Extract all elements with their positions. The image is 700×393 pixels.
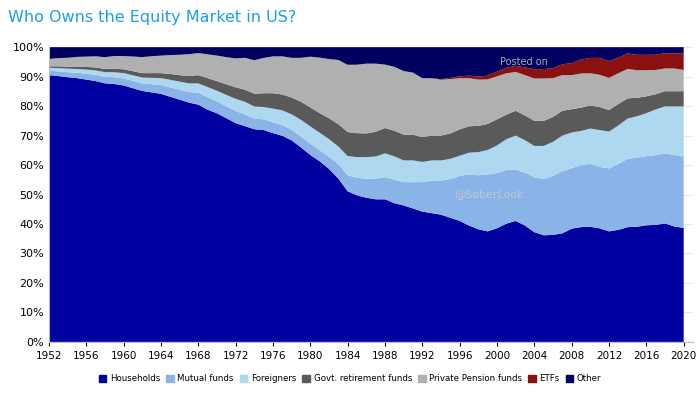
Text: Posted on: Posted on [500, 57, 547, 68]
Text: @SoberLook: @SoberLook [455, 189, 524, 200]
Legend: Households, Mutual funds, Foreigners, Govt. retirement funds, Private Pension fu: Households, Mutual funds, Foreigners, Go… [95, 371, 605, 387]
Text: Who Owns the Equity Market in US?: Who Owns the Equity Market in US? [8, 10, 297, 25]
